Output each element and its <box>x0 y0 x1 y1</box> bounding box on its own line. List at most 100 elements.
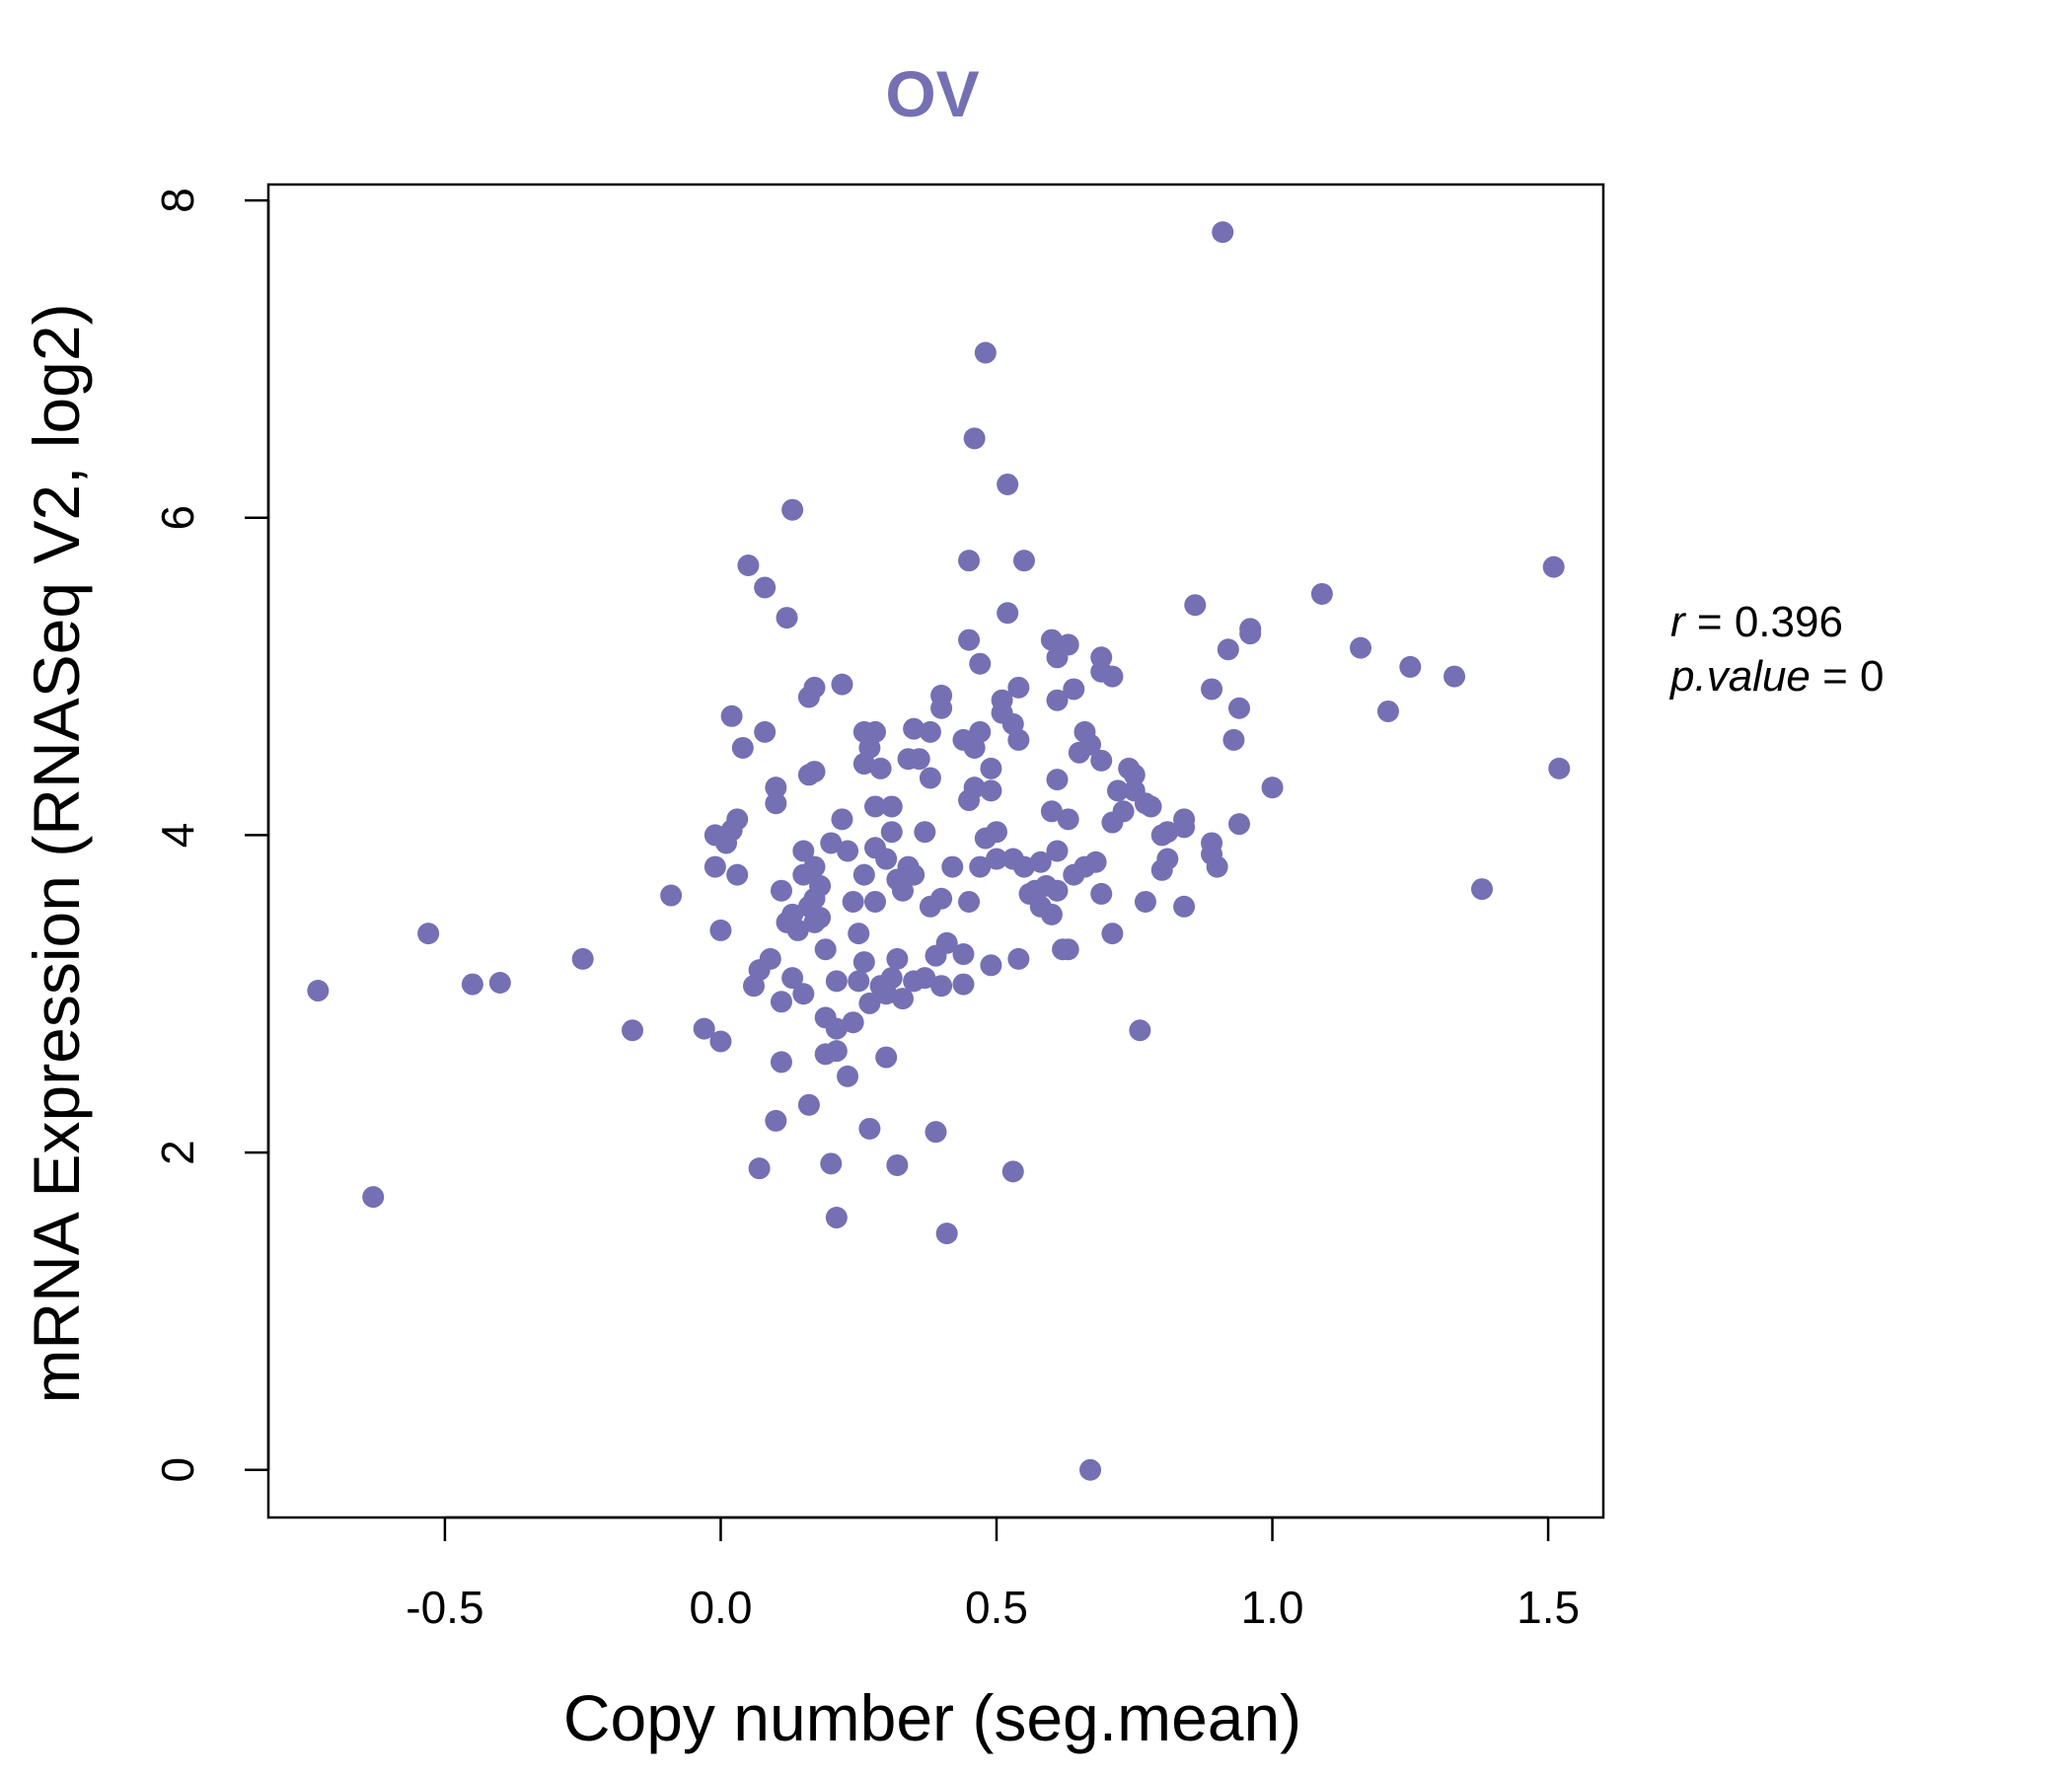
data-point <box>1443 665 1466 688</box>
data-point <box>969 720 992 743</box>
data-point <box>831 673 853 696</box>
data-point <box>1007 728 1030 751</box>
data-point <box>1239 623 1262 645</box>
x-tick-label: 1.0 <box>1241 1582 1304 1633</box>
data-point <box>1228 813 1250 836</box>
data-point <box>803 676 826 699</box>
data-point <box>914 821 936 844</box>
data-point <box>1222 728 1245 751</box>
data-point <box>891 988 914 1010</box>
data-point <box>1184 594 1207 617</box>
data-point <box>709 919 732 941</box>
data-point <box>1140 795 1162 818</box>
data-point <box>886 947 909 970</box>
data-point <box>461 973 483 996</box>
data-point <box>986 821 1007 844</box>
data-point <box>842 890 864 913</box>
data-point <box>880 795 903 818</box>
y-axis-label: mRNA Expression (RNASeq V2, log2) <box>20 303 93 1403</box>
data-point <box>935 1222 958 1245</box>
data-point <box>1046 879 1069 902</box>
data-point <box>720 704 743 727</box>
data-point <box>864 890 886 913</box>
data-point <box>765 1109 787 1132</box>
data-point <box>1112 800 1135 823</box>
data-point <box>765 777 787 799</box>
data-point <box>748 1157 771 1180</box>
data-point <box>986 848 1007 870</box>
data-point <box>1012 550 1035 572</box>
p-value-label: p.value <box>1668 652 1811 701</box>
data-point <box>1156 821 1179 844</box>
data-points <box>307 221 1571 1481</box>
r-statistic-label: r <box>1670 598 1687 646</box>
x-tick-label: 0.0 <box>689 1582 752 1633</box>
data-point <box>1134 890 1156 913</box>
x-axis-label: Copy number (seg.mean) <box>563 1681 1301 1754</box>
data-point <box>1261 777 1284 799</box>
data-point <box>693 1017 715 1040</box>
data-point <box>1206 855 1228 878</box>
data-point <box>1079 1458 1102 1481</box>
r-statistic: r = 0.396 <box>1670 598 1843 646</box>
data-point <box>1212 221 1234 244</box>
data-point <box>903 717 925 740</box>
data-point <box>1228 697 1250 719</box>
data-point <box>803 855 826 878</box>
data-point <box>952 973 975 996</box>
data-point <box>1376 700 1399 722</box>
data-point <box>820 832 843 854</box>
data-point <box>952 943 975 966</box>
data-point <box>1007 676 1030 699</box>
data-point <box>754 576 777 599</box>
data-point <box>1399 655 1422 678</box>
data-point <box>1046 840 1069 862</box>
y-tick-label: 4 <box>152 823 203 849</box>
data-point <box>770 1051 792 1073</box>
data-point <box>848 923 870 945</box>
data-point <box>814 938 837 961</box>
data-point <box>488 971 511 994</box>
data-point <box>1123 764 1146 786</box>
data-point <box>1084 851 1107 873</box>
data-point <box>930 887 953 910</box>
data-point <box>958 550 981 572</box>
data-point <box>417 923 440 945</box>
data-point <box>1012 855 1035 878</box>
data-point <box>731 736 754 759</box>
data-point <box>792 983 815 1005</box>
y-axis: 0 2 4 6 8 <box>152 187 270 1483</box>
data-point <box>941 855 964 878</box>
data-point <box>837 1065 859 1087</box>
data-point <box>1057 808 1079 831</box>
data-point <box>852 863 875 886</box>
data-point <box>997 473 1019 495</box>
data-point <box>842 1011 864 1034</box>
data-point <box>622 1019 643 1042</box>
data-point <box>869 757 892 779</box>
chart-title: OV <box>885 57 979 130</box>
x-tick-label: 0.5 <box>965 1582 1028 1633</box>
data-point <box>709 1030 732 1053</box>
data-point <box>925 1121 947 1144</box>
data-point <box>886 1153 909 1176</box>
data-point <box>908 748 930 771</box>
data-point <box>1217 638 1239 661</box>
data-point <box>963 427 986 450</box>
data-point <box>803 761 826 783</box>
data-point <box>825 1040 848 1063</box>
data-point <box>1542 555 1565 578</box>
data-point <box>980 779 1002 802</box>
data-point <box>307 980 330 1002</box>
data-point <box>848 970 870 993</box>
data-point <box>1040 800 1063 823</box>
data-point <box>864 720 886 743</box>
data-point <box>1101 665 1124 688</box>
data-point <box>809 874 832 897</box>
data-point <box>852 951 875 974</box>
data-point <box>825 1207 848 1229</box>
data-point <box>958 890 981 913</box>
data-point <box>825 1017 848 1040</box>
data-point <box>1129 1019 1151 1042</box>
data-point <box>1040 629 1063 651</box>
